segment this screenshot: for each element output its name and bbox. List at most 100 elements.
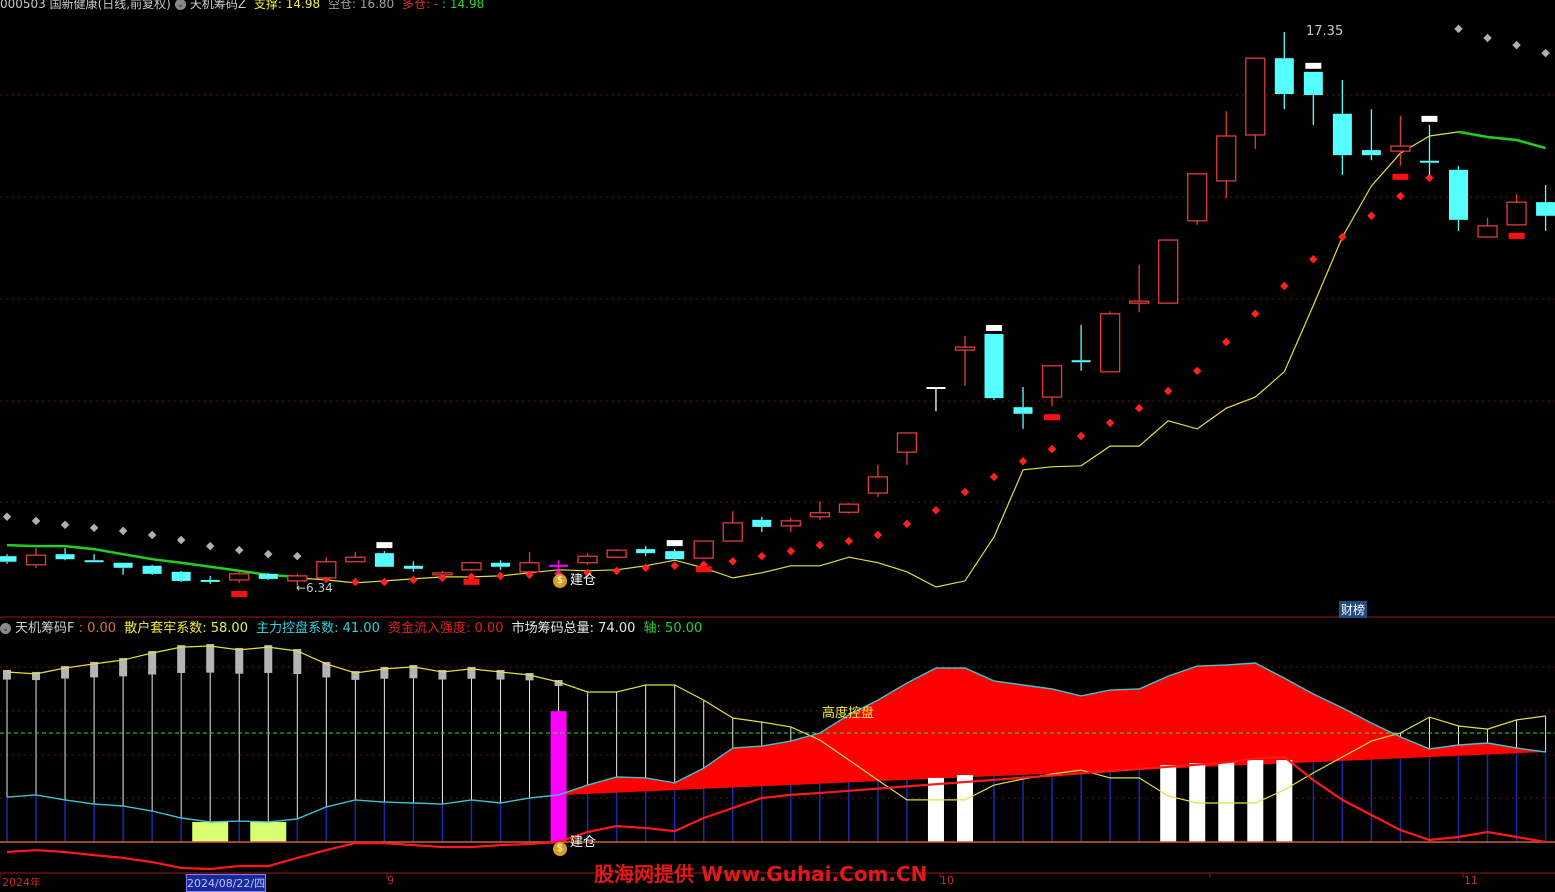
candle-body — [461, 562, 482, 571]
candle — [171, 570, 191, 582]
stop-dot — [786, 546, 796, 556]
stop-dot — [1134, 403, 1144, 413]
candle-body — [171, 571, 191, 581]
candle — [1390, 115, 1411, 166]
candle-body — [519, 562, 540, 573]
resistance-dot — [264, 549, 273, 559]
candle — [1303, 71, 1323, 125]
indicator-name[interactable]: 天机筹码Z — [189, 0, 247, 11]
stop-dot — [1280, 281, 1289, 291]
candle-body — [867, 476, 889, 494]
candle — [229, 571, 250, 583]
candle — [432, 570, 453, 576]
candle-body — [838, 503, 860, 513]
candle-body — [752, 519, 772, 527]
stop-dot — [438, 573, 447, 583]
retail-cap — [409, 664, 418, 679]
stop-dot — [1396, 191, 1405, 201]
retail-cap — [148, 650, 157, 675]
candle — [636, 546, 656, 557]
candle-body — [403, 565, 423, 569]
white-signal-bar — [927, 777, 944, 842]
trend-line-green — [1458, 130, 1546, 150]
candle-body — [780, 520, 801, 527]
candle — [0, 554, 17, 564]
candle-body — [0, 556, 17, 562]
resistance-dot — [147, 530, 157, 540]
empty-label: 空仓 — [327, 0, 352, 11]
retail-cap — [264, 645, 273, 673]
candle — [142, 564, 162, 575]
date-year-label: 2024年 — [2, 876, 41, 889]
stop-dot — [1192, 366, 1202, 376]
stop-dot — [844, 536, 854, 546]
price-panel[interactable] — [0, 24, 1555, 597]
candle — [55, 548, 75, 561]
lime-signal-bar — [192, 821, 229, 842]
stop-dot — [380, 577, 389, 587]
stop-dot — [728, 556, 737, 566]
candle-body — [549, 564, 569, 567]
retail-cap — [235, 647, 244, 674]
candle-body — [1071, 360, 1091, 363]
retail-cap — [351, 671, 360, 680]
indicator-menu-icon[interactable]: ⌄ — [174, 0, 186, 10]
build-position-bar — [550, 711, 567, 842]
candle — [780, 517, 801, 532]
capital-flow-line — [6, 755, 1546, 871]
candle — [461, 561, 482, 571]
candle-body — [113, 562, 133, 568]
candle — [1129, 264, 1150, 313]
caibang-button[interactable]: 财榜 — [1339, 601, 1368, 618]
candle — [1099, 311, 1121, 373]
candle-body — [636, 549, 656, 554]
stop-dot — [1163, 386, 1173, 396]
resistance-dot — [1541, 48, 1550, 58]
watermark: 股海网提供 Www.Guhai.Com.CN — [594, 862, 928, 886]
candle-body — [665, 551, 685, 560]
control-area — [558, 663, 1546, 796]
resistance-dot — [31, 516, 41, 526]
red-block-marker — [695, 566, 712, 573]
candle — [1274, 31, 1294, 110]
resistance-dot — [118, 526, 128, 536]
stop-dot — [351, 577, 360, 587]
red-block-marker — [1044, 414, 1061, 421]
resistance-dot — [176, 535, 186, 545]
candle — [1361, 109, 1381, 161]
candle-body — [954, 346, 976, 351]
indicator-menu-icon[interactable]: ⌄ — [0, 623, 11, 634]
stop-dot — [1309, 254, 1318, 264]
candle — [1216, 111, 1237, 199]
candle — [1187, 173, 1208, 225]
candle — [867, 464, 889, 498]
retail-label: 散户套牢系数 — [124, 621, 203, 636]
candle — [1041, 365, 1063, 407]
total-label: 市场筹码总量 — [511, 621, 590, 636]
low-price-label: ←6.34 — [296, 581, 333, 595]
candle — [316, 557, 337, 580]
resistance-dot — [60, 520, 70, 530]
retail-cap — [177, 645, 186, 673]
money-bag-icon: $ — [553, 842, 567, 856]
lime-signal-bar — [250, 821, 287, 842]
lower-indicator-name[interactable]: 天机筹码F — [15, 621, 75, 636]
resistance-dot — [2, 512, 12, 522]
candle — [722, 511, 743, 542]
resistance-dot — [1454, 24, 1463, 34]
candle — [345, 552, 366, 563]
candle-body — [1129, 300, 1150, 304]
candle-body — [25, 554, 47, 566]
long-sep: : - — [426, 0, 443, 11]
stop-dot — [960, 487, 970, 497]
indicator-panel[interactable] — [0, 644, 1555, 871]
candle — [1419, 124, 1439, 175]
candle-body — [345, 556, 366, 563]
candle — [926, 386, 946, 412]
candle — [752, 516, 772, 532]
retail-cap — [438, 669, 447, 680]
candle — [1477, 217, 1498, 238]
candle-body — [491, 562, 511, 567]
candle-body — [1332, 113, 1352, 156]
resistance-dot — [234, 545, 244, 555]
